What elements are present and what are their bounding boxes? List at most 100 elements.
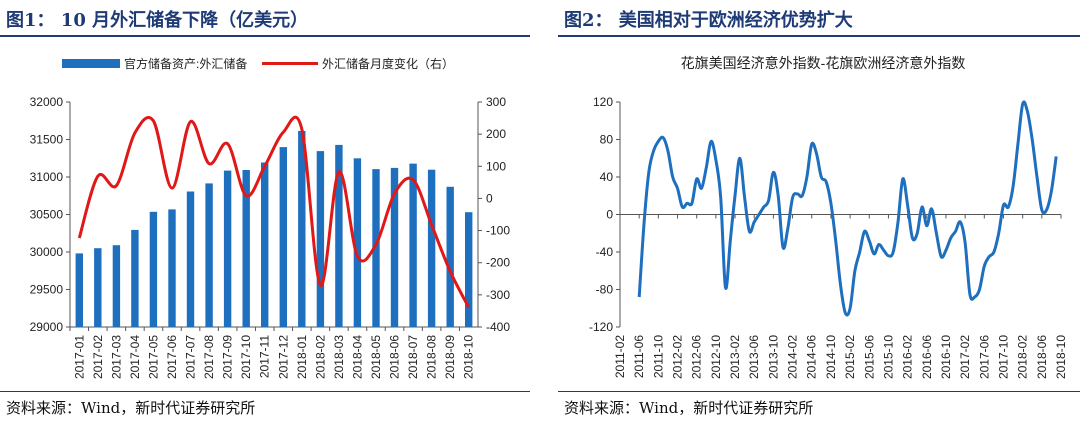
x-tick-label: 2017-10 <box>997 335 1011 379</box>
x-tick-label: 2016-06 <box>920 335 934 379</box>
reserve-bar <box>353 158 362 327</box>
x-tick-label: 2018-08 <box>425 335 439 379</box>
figure1-ticks: 29000 29500 30000 30500 31000 31500 32000 -400 -… <box>30 95 511 379</box>
x-tick-label: 2017-12 <box>276 335 290 379</box>
reserve-bar <box>446 186 454 328</box>
legend-bar-swatch <box>62 59 120 68</box>
right-tick-label: 200 <box>486 127 506 141</box>
reserve-bar <box>298 130 306 327</box>
figure1-source-rule <box>0 391 530 392</box>
left-tick-label: 29000 <box>30 320 64 334</box>
figure2-chart: 花旗美国经济意外指数-花旗欧洲经济意外指数 -120 -80 -40 0 40 80 120… <box>589 55 1068 379</box>
figure1-source: 资料来源：Wind，新时代证券研究所 <box>6 399 256 417</box>
figure2-source: 资料来源：Wind，新时代证券研究所 <box>564 399 814 417</box>
x-tick-label: 2013-10 <box>766 335 780 379</box>
x-tick-label: 2017-04 <box>128 335 142 379</box>
x-tick-label: 2013-06 <box>747 335 761 379</box>
reserve-bar <box>465 212 473 327</box>
x-tick-label: 2017-06 <box>977 335 991 379</box>
right-tick-label: 300 <box>486 95 506 109</box>
reserve-bar <box>112 245 121 327</box>
x-tick-label: 2018-02 <box>313 335 327 379</box>
x-tick-label: 2017-10 <box>239 335 253 379</box>
legend-line-label: 外汇储备月度变化（右） <box>322 56 454 71</box>
reserve-bar <box>75 253 83 327</box>
figure2-chart-title: 花旗美国经济意外指数-花旗欧洲经济意外指数 <box>681 55 966 71</box>
left-tick-label: 30000 <box>30 245 64 259</box>
x-tick-label: 2018-06 <box>1035 335 1049 379</box>
right-tick-label: -200 <box>486 256 510 270</box>
legend-bar-label: 官方储备资产:外汇储备 <box>124 56 247 71</box>
x-tick-label: 2018-02 <box>1016 335 1030 379</box>
x-tick-label: 2015-10 <box>881 335 895 379</box>
figure1-chart: 官方储备资产:外汇储备 外汇储备月度变化（右） 29000 29500 30000 3… <box>30 56 511 379</box>
reserve-bar <box>186 191 195 327</box>
x-tick-label: 2017-01 <box>72 335 86 379</box>
x-tick-label: 2017-02 <box>958 335 972 379</box>
reserve-bar <box>427 169 436 327</box>
figure2-panel: 图2： 美国相对于欧洲经济优势扩大 花旗美国经济意外指数-花旗欧洲经济意外指数 … <box>558 0 1080 422</box>
x-tick-label: 2016-10 <box>939 335 953 379</box>
figure1-legend: 官方储备资产:外汇储备 外汇储备月度变化（右） <box>62 56 454 71</box>
x-tick-label: 2011-02 <box>613 335 627 378</box>
x-tick-label: 2018-06 <box>388 335 402 379</box>
x-tick-label: 2011-06 <box>632 335 646 378</box>
reserve-bar <box>149 211 158 327</box>
x-tick-label: 2017-11 <box>258 335 272 378</box>
left-tick-label: 29500 <box>30 283 64 297</box>
x-tick-label: 2017-03 <box>109 335 123 379</box>
reserve-bar <box>131 229 139 327</box>
reserve-bar <box>316 151 325 327</box>
x-tick-label: 2017-06 <box>165 335 179 379</box>
right-tick-label: -400 <box>486 320 510 334</box>
left-tick-label: 32000 <box>30 95 64 109</box>
x-tick-label: 2018-05 <box>369 335 383 379</box>
y-tick-label: -120 <box>589 320 613 334</box>
figure2-title: 图2： 美国相对于欧洲经济优势扩大 <box>564 10 853 31</box>
x-tick-label: 2018-10 <box>1054 335 1068 379</box>
y-tick-label: -80 <box>596 283 614 297</box>
left-tick-label: 30500 <box>30 208 64 222</box>
x-tick-label: 2018-01 <box>295 335 309 379</box>
x-tick-label: 2015-06 <box>862 335 876 379</box>
y-tick-label: -40 <box>596 245 614 259</box>
x-tick-label: 2014-02 <box>786 335 800 379</box>
reserve-bar <box>372 169 380 327</box>
figure2-ticks: -120 -80 -40 0 40 80 120 2011-02 2011-06 2011-10 2… <box>589 95 1068 379</box>
reserve-bar <box>223 170 232 327</box>
x-tick-label: 2018-07 <box>406 335 420 379</box>
x-tick-label: 2015-02 <box>843 335 857 379</box>
reserve-bar <box>279 147 287 327</box>
x-tick-label: 2014-10 <box>824 335 838 379</box>
figure2-title-rule <box>558 35 1080 37</box>
reserve-change-line <box>77 115 471 309</box>
reserve-bar <box>94 248 102 327</box>
y-tick-label: 80 <box>600 133 614 147</box>
surprise-spread-line <box>637 100 1058 317</box>
x-tick-label: 2012-06 <box>690 335 704 379</box>
x-tick-label: 2012-10 <box>709 335 723 379</box>
reserve-bar <box>242 170 250 327</box>
x-tick-label: 2018-03 <box>332 335 346 379</box>
right-tick-label: -300 <box>486 288 510 302</box>
figure1-bars <box>75 130 473 328</box>
figure2-source-rule <box>558 391 1080 392</box>
x-tick-label: 2017-07 <box>184 335 198 379</box>
figure2-line <box>637 100 1058 317</box>
y-tick-label: 120 <box>593 95 613 109</box>
figure1-title-rule <box>0 35 530 37</box>
reserve-bar <box>409 163 417 327</box>
left-tick-label: 31000 <box>30 170 64 184</box>
figure1-title: 图1： 10 月外汇储备下降（亿美元） <box>6 10 309 31</box>
reserve-bar <box>335 144 343 327</box>
y-tick-label: 0 <box>606 208 613 222</box>
x-tick-label: 2018-10 <box>462 335 476 379</box>
reserve-bar <box>205 183 213 327</box>
reserve-bar <box>168 209 176 327</box>
right-tick-label: 0 <box>486 191 493 205</box>
figure1-panel: 图1： 10 月外汇储备下降（亿美元） 官方储备资产:外汇储备 外汇储备月度变化… <box>0 0 530 422</box>
x-tick-label: 2012-02 <box>671 335 685 379</box>
left-tick-label: 31500 <box>30 133 64 147</box>
x-tick-label: 2018-04 <box>351 335 365 379</box>
reserve-bar <box>390 167 399 327</box>
